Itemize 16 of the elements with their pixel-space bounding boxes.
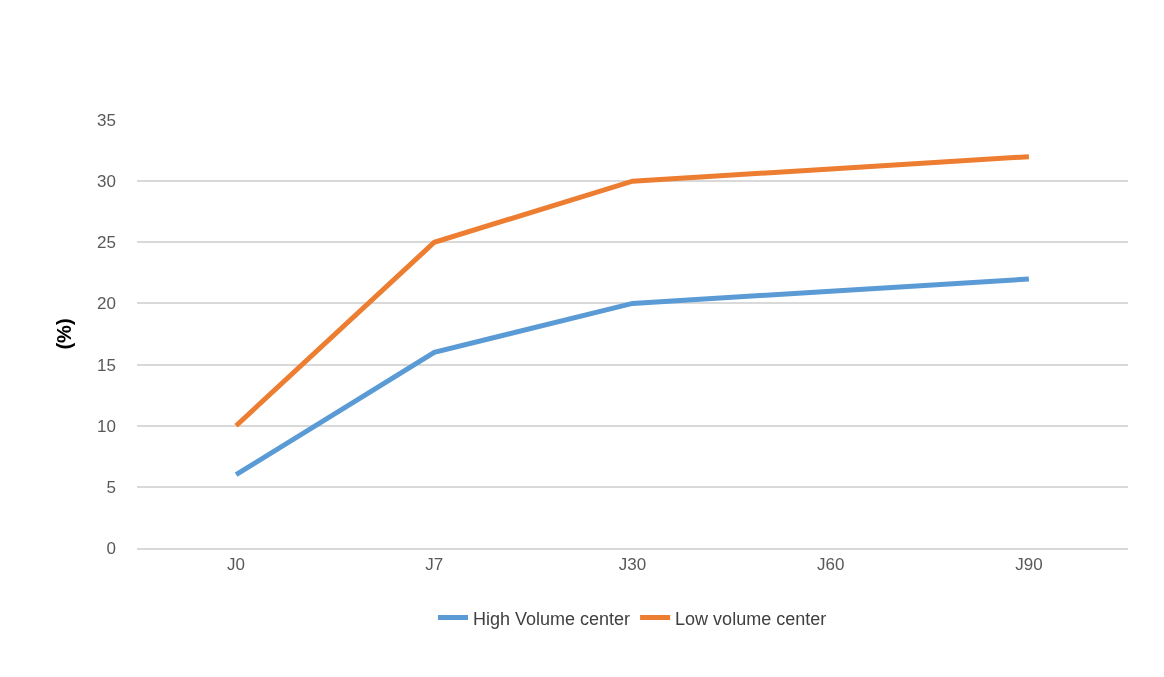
- legend-label: Low volume center: [675, 608, 827, 629]
- y-tick-label: 0: [106, 538, 116, 558]
- x-tick-label: J90: [1015, 555, 1043, 575]
- y-tick-label: 35: [97, 110, 116, 130]
- legend-label: High Volume center: [473, 608, 631, 629]
- y-tick-label: 5: [106, 477, 116, 497]
- x-tick-label: J30: [618, 555, 647, 575]
- y-tick-label: 15: [97, 355, 116, 375]
- y-tick-label: 25: [97, 233, 116, 253]
- y-axis-title: (%): [52, 318, 75, 350]
- x-tick-label: J60: [816, 555, 845, 575]
- x-tick-label: J7: [425, 555, 444, 575]
- y-tick-label: 30: [97, 172, 116, 192]
- x-tick-label: J0: [227, 555, 246, 575]
- y-tick-label: 20: [97, 294, 116, 314]
- y-tick-label: 10: [97, 416, 116, 436]
